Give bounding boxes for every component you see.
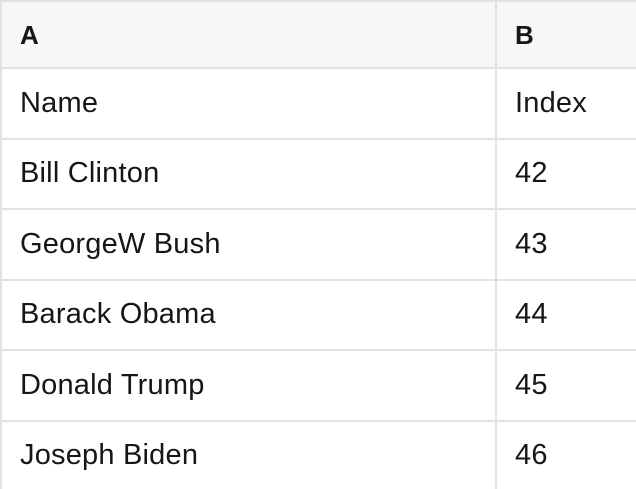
cell-text: GeorgeW Bush: [20, 227, 221, 260]
cell-text: Name: [20, 86, 99, 119]
cell-A4[interactable]: Barack Obama: [2, 280, 497, 349]
cell-text: Joseph Biden: [20, 439, 199, 472]
cell-text: 46: [515, 439, 548, 472]
cell-text: 45: [515, 368, 548, 401]
table-row: Donald Trump 45: [2, 351, 636, 422]
column-header-a[interactable]: A: [2, 2, 497, 67]
cell-A5[interactable]: Donald Trump: [2, 351, 497, 420]
cell-B2[interactable]: 42: [497, 140, 636, 209]
cell-B6[interactable]: 46: [497, 422, 636, 489]
cell-text: Donald Trump: [20, 368, 205, 401]
cell-A6[interactable]: Joseph Biden: [2, 421, 497, 489]
cell-text: Barack Obama: [20, 298, 216, 331]
cell-B5[interactable]: 45: [497, 351, 636, 420]
cell-text: Index: [515, 86, 587, 119]
cell-text: 42: [515, 157, 548, 190]
column-header-b-label: B: [515, 19, 534, 50]
cell-A2[interactable]: Bill Clinton: [2, 139, 497, 208]
cell-text: Bill Clinton: [20, 157, 160, 190]
cell-text: 44: [515, 298, 548, 331]
column-header-b[interactable]: B: [497, 2, 636, 67]
cell-B4[interactable]: 44: [497, 281, 636, 350]
table-row: Barack Obama 44: [2, 280, 636, 351]
table-row: Bill Clinton 42: [2, 139, 636, 210]
cell-text: 43: [515, 227, 548, 260]
table-row: GeorgeW Bush 43: [2, 210, 636, 281]
cell-B3[interactable]: 43: [497, 210, 636, 279]
cell-B1[interactable]: Index: [497, 69, 636, 138]
column-header-row: A B: [2, 2, 636, 69]
cell-A3[interactable]: GeorgeW Bush: [2, 210, 497, 279]
cell-A1[interactable]: Name: [2, 69, 497, 138]
table-row: Name Index: [2, 69, 636, 140]
column-header-a-label: A: [20, 19, 39, 50]
table-row: Joseph Biden 46: [2, 421, 636, 489]
